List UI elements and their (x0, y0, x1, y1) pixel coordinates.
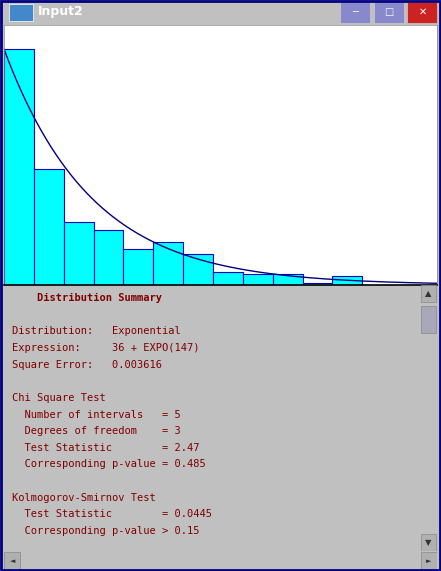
Text: Expression:     36 + EXPO(147): Expression: 36 + EXPO(147) (12, 343, 200, 353)
Bar (4, 552, 20, 570)
Text: Square Error:   0.003616: Square Error: 0.003616 (12, 360, 162, 369)
Bar (333, 276, 363, 285)
Bar (93, 230, 123, 285)
Text: ►: ► (426, 558, 431, 564)
Bar (34, 170, 64, 285)
Bar (407, 2, 437, 23)
Bar (421, 285, 436, 302)
Text: Test Statistic        = 2.47: Test Statistic = 2.47 (12, 443, 200, 453)
Text: Degrees of freedom    = 3: Degrees of freedom = 3 (12, 426, 181, 436)
Bar (303, 283, 333, 285)
Bar (153, 242, 183, 285)
Bar (374, 2, 404, 23)
Text: Corresponding p-value > 0.15: Corresponding p-value > 0.15 (12, 526, 200, 536)
Text: □: □ (384, 7, 393, 17)
Bar (340, 2, 370, 23)
Text: Number of intervals   = 5: Number of intervals = 5 (12, 409, 181, 420)
Bar (213, 272, 243, 285)
Bar (123, 249, 153, 285)
Text: Distribution Summary: Distribution Summary (12, 293, 162, 303)
Text: Test Statistic        = 0.0445: Test Statistic = 0.0445 (12, 509, 212, 520)
Text: ▼: ▼ (425, 538, 432, 547)
Bar (9, 4, 33, 21)
Text: Chi Square Test: Chi Square Test (12, 393, 106, 403)
Text: Kolmogorov-Smirnov Test: Kolmogorov-Smirnov Test (12, 493, 156, 502)
Text: ▲: ▲ (425, 289, 432, 298)
Bar (421, 306, 436, 333)
Text: Corresponding p-value = 0.485: Corresponding p-value = 0.485 (12, 460, 206, 469)
Bar (64, 223, 93, 285)
Bar (4, 49, 34, 285)
Bar (421, 534, 436, 551)
Bar (273, 275, 303, 285)
Text: Distribution:   Exponential: Distribution: Exponential (12, 326, 181, 336)
Bar (421, 552, 437, 570)
Bar (243, 275, 273, 285)
Text: ◄: ◄ (10, 558, 15, 564)
Text: Input2: Input2 (37, 6, 83, 18)
Text: ✕: ✕ (419, 7, 426, 17)
Bar (183, 254, 213, 285)
Text: ─: ─ (351, 7, 358, 17)
